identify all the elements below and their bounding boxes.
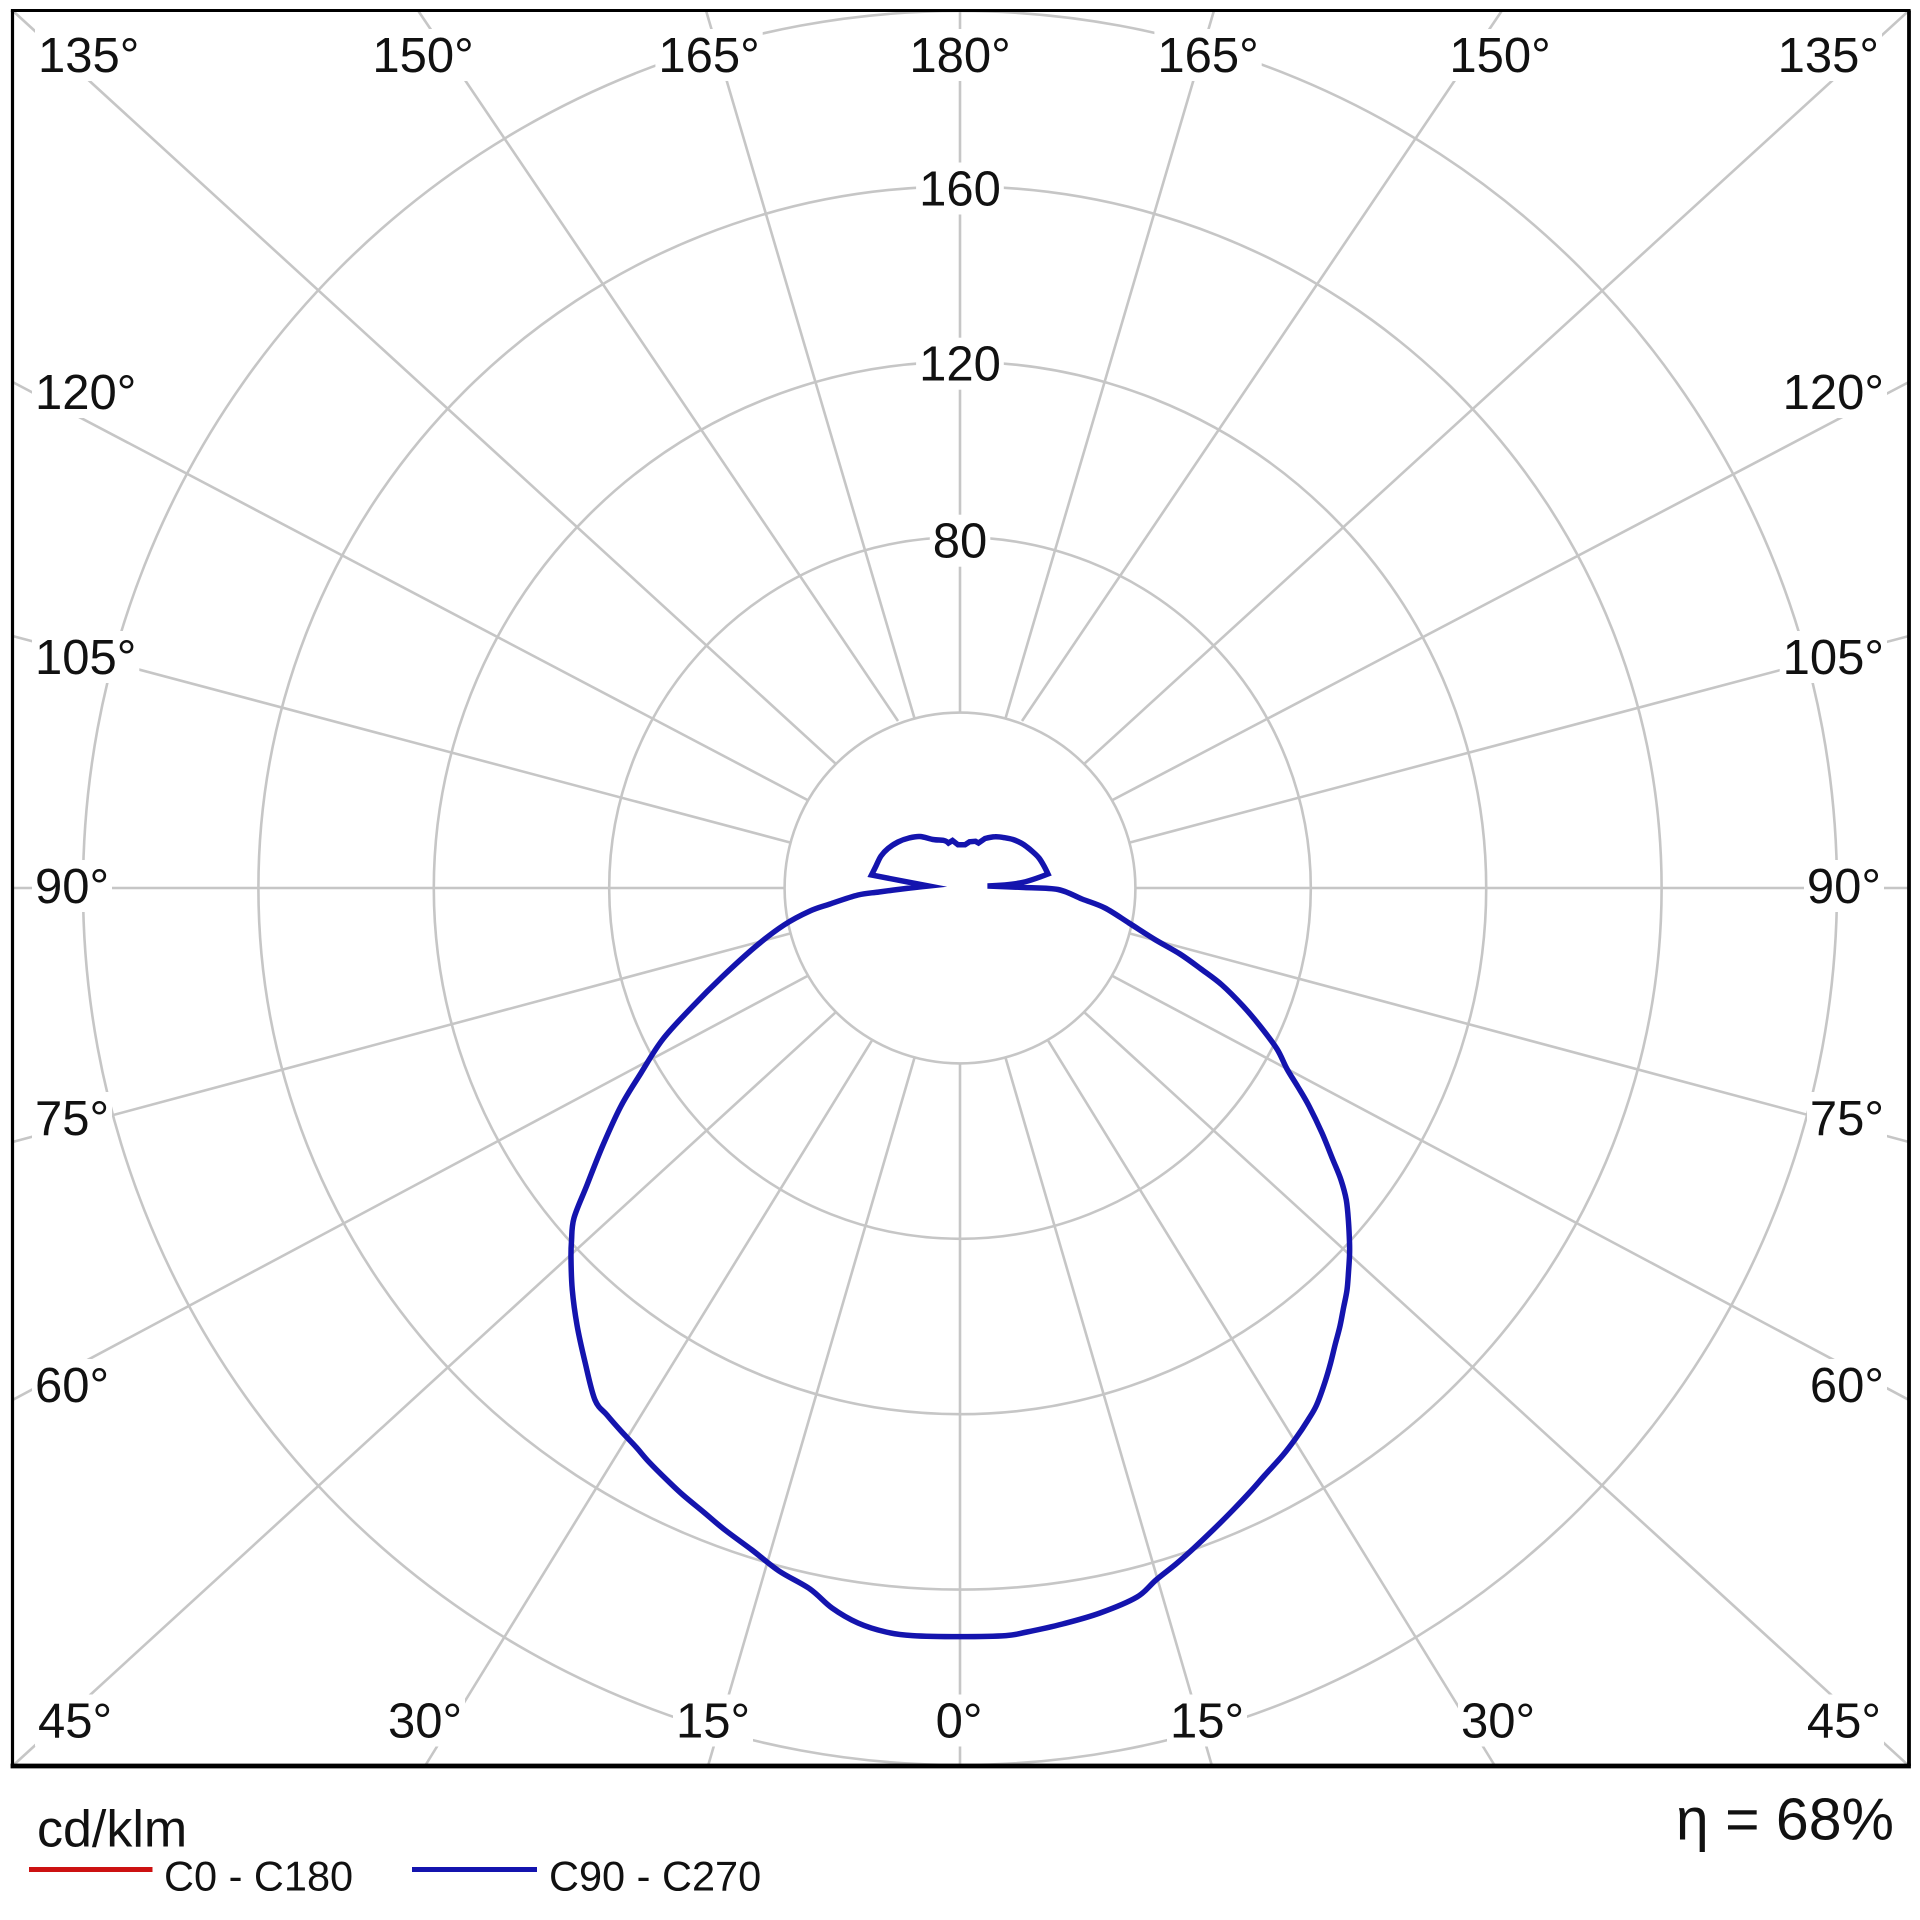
svg-text:30°: 30° [1461, 1694, 1535, 1748]
svg-text:150°: 150° [372, 29, 473, 83]
svg-text:90°: 90° [35, 860, 109, 914]
svg-text:80: 80 [933, 515, 988, 569]
svg-text:η = 68%: η = 68% [1676, 1787, 1894, 1853]
svg-text:60°: 60° [35, 1359, 109, 1413]
svg-text:30°: 30° [388, 1694, 462, 1748]
svg-text:120°: 120° [35, 366, 136, 420]
svg-text:165°: 165° [658, 29, 759, 83]
svg-text:0°: 0° [936, 1694, 983, 1748]
svg-text:75°: 75° [1810, 1092, 1884, 1146]
svg-text:C0 - C180: C0 - C180 [164, 1853, 353, 1900]
svg-text:135°: 135° [38, 29, 139, 83]
svg-text:15°: 15° [676, 1694, 750, 1748]
svg-text:75°: 75° [35, 1092, 109, 1146]
svg-text:120°: 120° [1783, 366, 1884, 420]
svg-text:45°: 45° [1807, 1694, 1881, 1748]
svg-text:180°: 180° [909, 29, 1010, 83]
svg-text:135°: 135° [1778, 29, 1879, 83]
svg-text:45°: 45° [38, 1694, 112, 1748]
svg-text:150°: 150° [1449, 29, 1550, 83]
svg-text:15°: 15° [1170, 1694, 1244, 1748]
svg-text:cd/klm: cd/klm [37, 1801, 187, 1859]
svg-text:90°: 90° [1807, 860, 1881, 914]
svg-text:165°: 165° [1157, 29, 1258, 83]
svg-text:105°: 105° [35, 631, 136, 685]
svg-text:C90 - C270: C90 - C270 [549, 1853, 761, 1900]
svg-text:105°: 105° [1783, 631, 1884, 685]
svg-text:60°: 60° [1810, 1359, 1884, 1413]
svg-text:160: 160 [919, 162, 1001, 216]
svg-text:120: 120 [919, 338, 1001, 392]
